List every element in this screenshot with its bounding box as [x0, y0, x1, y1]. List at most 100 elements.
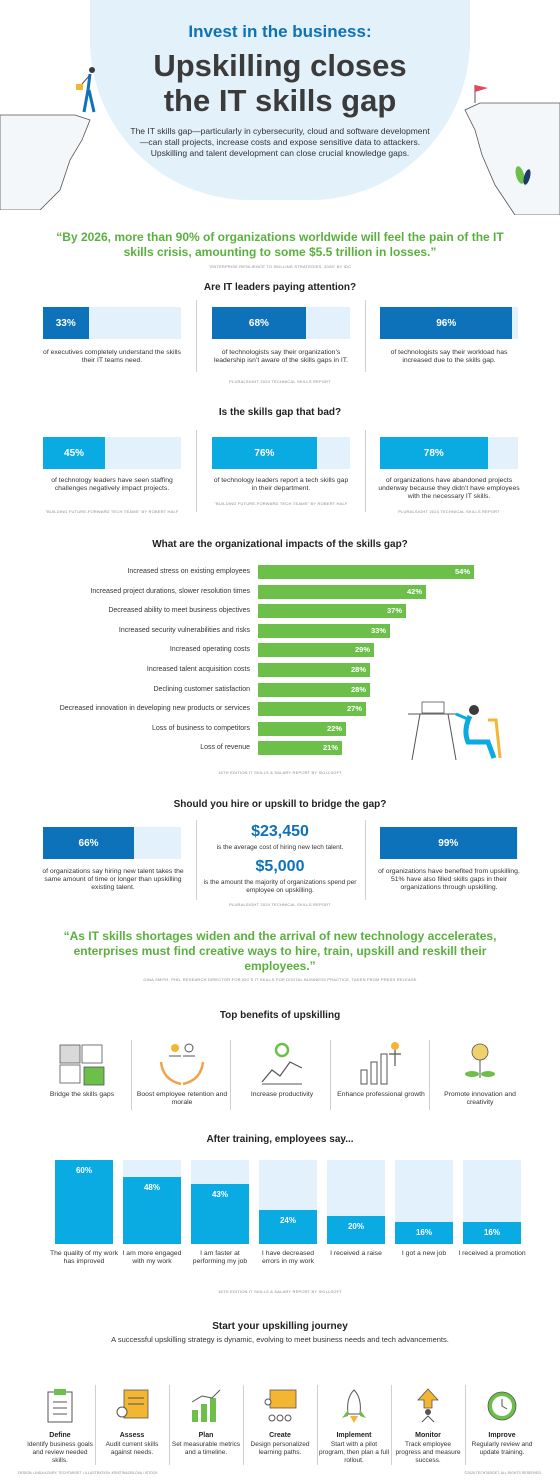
gap-stat-1-track: 45%	[43, 437, 181, 469]
training-category-label: The quality of my work has improved	[50, 1250, 118, 1265]
impact-bar: 42%	[258, 584, 426, 599]
attention-stat-3-text: of technologists say their workload has …	[390, 349, 508, 364]
hire-right-value: 99%	[438, 837, 459, 849]
training-bar-track: 20%	[327, 1160, 385, 1244]
divider	[365, 820, 366, 900]
footer-credits: Design: Linda Koury, TechTarget • Illust…	[18, 1471, 158, 1475]
gap-stat-1-source: "Building Future-Forward Tech Teams" by …	[45, 509, 179, 514]
impact-value-label: 29%	[354, 645, 370, 655]
gap-stat-2-source: "Building Future-Forward Tech Teams" by …	[214, 501, 348, 506]
hire-right-fill: 99%	[380, 827, 517, 859]
impact-value-label: 54%	[454, 567, 470, 576]
puzzle-icon	[59, 1044, 105, 1086]
clipboard-icon	[47, 1389, 73, 1423]
training-chart-title: After training, employees say...	[206, 1134, 354, 1145]
step-title-create: Create	[269, 1432, 291, 1439]
step-title-monitor: Monitor	[415, 1432, 441, 1439]
impact-label: Increased security vulnerabilities and r…	[118, 626, 250, 634]
divider	[330, 1040, 331, 1110]
training-bar-track: 16%	[463, 1160, 521, 1244]
step-text-plan: Set measurable metrics and a timeline.	[171, 1441, 241, 1456]
attention-stat-1-value: 33%	[55, 317, 76, 329]
benefit-label-2: Boost employee retention and morale	[136, 1091, 228, 1106]
impact-value-label: 28%	[350, 684, 366, 694]
growth-person-icon	[360, 1042, 401, 1085]
gap-stat-3-value: 78%	[423, 447, 444, 459]
journey-title: Start your upskilling journey	[212, 1321, 348, 1332]
impacts-chart-title: What are the organizational impacts of t…	[152, 539, 408, 550]
divider	[196, 300, 197, 372]
gap-stat-3-fill: 78%	[380, 437, 488, 469]
benefit-label-4: Enhance professional growth	[337, 1091, 425, 1098]
gear-chart-icon	[261, 1042, 303, 1085]
training-bar-track: 43%	[191, 1160, 249, 1244]
attention-stat-1-fill: 33%	[43, 307, 89, 339]
training-category-label: I am more engaged with my work	[122, 1250, 182, 1265]
impact-label: Increased stress on existing employees	[127, 568, 250, 575]
training-bar-track: 24%	[259, 1160, 317, 1244]
gap-stat-1-value: 45%	[64, 447, 85, 459]
training-value-label: 43%	[211, 1189, 228, 1199]
intro-text: The IT skills gap—particularly in cybers…	[130, 126, 430, 158]
impact-value-label: 27%	[346, 704, 362, 714]
impact-label: Loss of revenue	[200, 744, 250, 752]
header-cloud	[90, 0, 470, 200]
gap-stat-1-fill: 45%	[43, 437, 106, 469]
training-bar: 43%	[191, 1183, 249, 1244]
training-bar-track: 48%	[123, 1160, 181, 1244]
impact-label: Declining customer satisfaction	[153, 685, 251, 693]
left-cliff-illustration	[0, 67, 96, 210]
journey-subtitle: A successful upskilling strategy is dyna…	[111, 1335, 449, 1344]
impact-value-label: 28%	[350, 665, 366, 674]
gap-stat-1-text: of technology leaders have seen staffing…	[51, 477, 173, 492]
hire-left-value: 66%	[78, 837, 99, 849]
divider	[465, 1385, 466, 1465]
lightbulb-plant-icon	[465, 1043, 495, 1078]
impact-value-label: 33%	[370, 625, 386, 635]
hire-upskill-source: Pluralsight 2024 Technical Skills Report	[229, 902, 331, 907]
divider	[243, 1385, 244, 1465]
divider	[196, 430, 197, 512]
divider	[429, 1040, 430, 1110]
impact-bar: 37%	[258, 604, 406, 619]
impact-label: Decreased innovation in developing new p…	[59, 705, 250, 713]
impact-bar: 54%	[258, 565, 474, 579]
header-kicker: Invest in the business:	[188, 22, 372, 41]
hire-left-track: 66%	[43, 827, 181, 859]
step-title-plan: Plan	[198, 1432, 214, 1439]
benefits-title: Top benefits of upskilling	[219, 1010, 341, 1021]
training-chart-source: 16th Edition IT Skills & Salary Report b…	[218, 1289, 342, 1294]
impact-bar: 21%	[258, 741, 342, 756]
training-value-label: 16%	[483, 1227, 500, 1237]
impact-value-label: 37%	[386, 606, 402, 616]
training-category-label: I received a raise	[330, 1250, 382, 1257]
attention-stat-1-track: 33%	[43, 307, 181, 339]
impact-label: Increased operating costs	[169, 646, 250, 654]
training-bar: 24%	[259, 1210, 317, 1244]
gap-stat-2-value: 76%	[254, 447, 275, 459]
skills-gap-title: Is the skills gap that bad?	[218, 407, 342, 418]
step-text-create: Design personalized learning paths.	[250, 1441, 310, 1456]
training-value-label: 60%	[75, 1166, 92, 1175]
impact-label: Loss of business to competitors	[151, 724, 250, 732]
training-bar-track: 60%	[55, 1160, 113, 1244]
training-category-label: I received a promotion	[458, 1250, 526, 1257]
impact-bar: 22%	[258, 721, 346, 736]
hire-right-text: of organizations have benefited from ups…	[378, 868, 520, 891]
step-title-improve: Improve	[488, 1432, 516, 1439]
training-value-label: 48%	[143, 1182, 160, 1192]
assess-list-icon	[116, 1389, 149, 1419]
upskill-cost-value: $5,000	[255, 858, 305, 875]
attention-stat-2-fill: 68%	[212, 307, 306, 339]
hire-upskill-title: Should you hire or upskill to bridge the…	[173, 799, 387, 810]
training-bar: 20%	[327, 1216, 385, 1244]
page-title: Upskilling closes the IT skills gap	[0, 48, 560, 118]
attention-stat-1-text: of executives completely understand the …	[43, 349, 181, 364]
step-title-define: Define	[49, 1432, 71, 1439]
title-line-1: Upskilling closes	[153, 48, 407, 83]
attention-stat-3-fill: 96%	[380, 307, 513, 339]
impact-bar: 33%	[258, 623, 390, 638]
step-text-define: Identify business goals and review neede…	[27, 1441, 93, 1464]
divider	[230, 1040, 231, 1110]
training-bar: 60%	[55, 1160, 113, 1244]
